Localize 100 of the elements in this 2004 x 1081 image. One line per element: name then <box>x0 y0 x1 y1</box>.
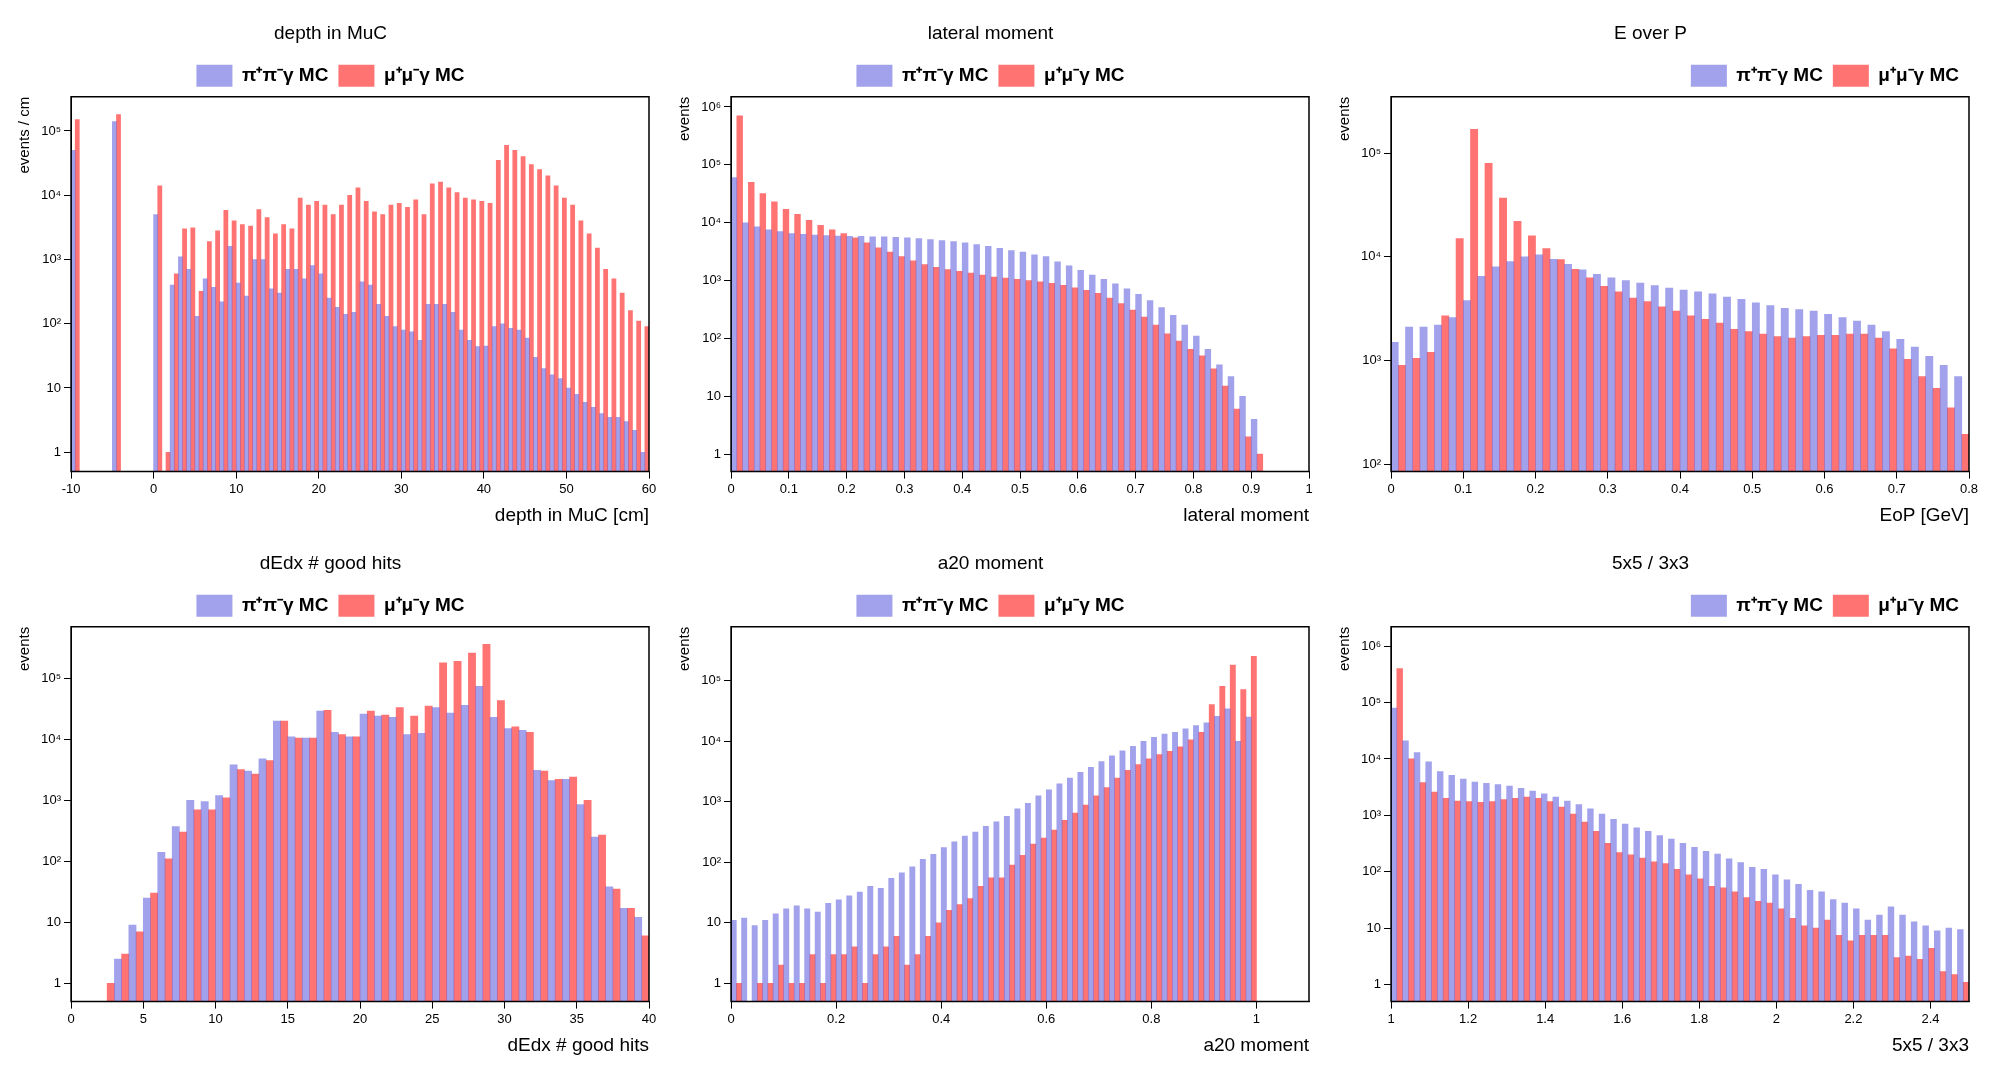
y-axis-title: events <box>675 626 693 671</box>
x-tick-label: 0 <box>67 1010 75 1026</box>
x-tick-label: 0.6 <box>1037 1010 1056 1026</box>
y-tick-label: 10⁵ <box>701 672 722 688</box>
legend-label: π⁺π⁻γ MC <box>901 594 989 616</box>
chart-title: 5x5 / 3x3 <box>1611 551 1690 573</box>
y-tick-label: 1 <box>53 443 62 459</box>
legend-label: μ⁺μ⁻γ MC <box>1043 64 1125 86</box>
x-tick-label: 0.7 <box>1887 480 1906 496</box>
x-tick-label: 0.4 <box>932 1010 951 1026</box>
x-tick-label: 5 <box>139 1010 147 1026</box>
x-tick-label: 0 <box>727 1010 735 1026</box>
chart-title: lateral moment <box>927 21 1055 43</box>
y-tick-label: 10 <box>706 387 722 403</box>
y-tick-label: 10 <box>46 913 62 929</box>
x-tick-label: 1.4 <box>1536 1010 1555 1026</box>
y-tick-label: 10³ <box>42 791 62 807</box>
x-tick-label: 0.6 <box>1068 480 1087 496</box>
y-tick-label: 10³ <box>702 272 722 288</box>
x-tick-label: -10 <box>61 480 81 496</box>
y-tick-label: 10² <box>702 853 722 869</box>
x-tick-label: 0.3 <box>895 480 914 496</box>
y-tick-label: 10⁴ <box>41 186 62 202</box>
y-tick-label: 10³ <box>42 251 62 267</box>
x-tick-label: 1.2 <box>1459 1010 1478 1026</box>
x-tick-label: 35 <box>569 1010 584 1026</box>
y-tick-label: 10⁵ <box>41 669 62 685</box>
x-tick-label: 0.8 <box>1959 480 1979 496</box>
x-tick-label: 25 <box>425 1010 440 1026</box>
x-tick-label: 0.2 <box>1526 480 1545 496</box>
x-axis-title: lateral moment <box>1183 503 1310 525</box>
y-tick-label: 10⁴ <box>701 732 722 748</box>
x-tick-label: 1 <box>1305 480 1313 496</box>
x-tick-label: 0.5 <box>1743 480 1762 496</box>
y-tick-label: 10² <box>1362 863 1382 879</box>
x-tick-label: 0.1 <box>1454 480 1473 496</box>
y-axis-title: events <box>1335 96 1353 141</box>
y-tick-label: 10⁵ <box>41 122 62 138</box>
y-tick-label: 10³ <box>1362 806 1382 822</box>
x-tick-label: 50 <box>559 480 574 496</box>
x-tick-label: 0.4 <box>953 480 972 496</box>
x-tick-label: 0.8 <box>1184 480 1203 496</box>
legend-label: μ⁺μ⁻γ MC <box>383 64 465 86</box>
x-axis-title: EoP [GeV] <box>1879 503 1969 525</box>
x-tick-label: 2.2 <box>1844 1010 1863 1026</box>
y-tick-label: 10⁵ <box>1361 144 1382 160</box>
x-tick-label: 0.6 <box>1815 480 1834 496</box>
x-tick-label: 1 <box>1252 1010 1261 1026</box>
x-tick-label: 0 <box>1387 480 1395 496</box>
legend-label: π⁺π⁻γ MC <box>241 64 329 86</box>
x-tick-label: 0.9 <box>1242 480 1261 496</box>
x-tick-label: 0 <box>149 480 158 496</box>
y-tick-label: 10² <box>42 852 62 868</box>
x-tick-label: 40 <box>641 1010 657 1026</box>
y-axis-title: events <box>675 96 693 141</box>
y-tick-label: 1 <box>713 974 722 990</box>
y-tick-label: 10⁴ <box>701 214 722 230</box>
y-tick-label: 10⁶ <box>1361 637 1382 653</box>
x-axis-title: depth in MuC [cm] <box>494 503 649 525</box>
y-tick-label: 10⁴ <box>1361 750 1382 766</box>
y-tick-label: 10 <box>1366 919 1382 935</box>
x-tick-label: 1 <box>1387 1010 1395 1026</box>
x-tick-label: 20 <box>311 480 326 496</box>
x-tick-label: 0.4 <box>1670 480 1690 496</box>
x-tick-label: 30 <box>497 1010 512 1026</box>
legend-label: π⁺π⁻γ MC <box>1736 594 1824 616</box>
y-tick-label: 10⁵ <box>1361 694 1382 710</box>
y-tick-label: 1 <box>713 445 722 461</box>
x-tick-label: 60 <box>641 480 657 496</box>
x-tick-label: 0.3 <box>1598 480 1617 496</box>
y-tick-label: 1 <box>53 974 62 990</box>
x-axis-title: 5x5 / 3x3 <box>1891 1033 1969 1055</box>
chart-title: E over P <box>1614 21 1687 43</box>
x-tick-label: 2.4 <box>1921 1010 1940 1026</box>
legend-label: π⁺π⁻γ MC <box>901 64 989 86</box>
y-tick-label: 10² <box>1362 455 1382 471</box>
y-tick-label: 10⁴ <box>1361 248 1382 264</box>
y-tick-label: 10² <box>42 315 62 331</box>
y-axis-title: events <box>1335 626 1353 671</box>
legend-label: π⁺π⁻γ MC <box>241 594 329 616</box>
x-axis-title: a20 moment <box>1203 1033 1310 1055</box>
y-tick-label: 10³ <box>702 793 722 809</box>
x-tick-label: 1.6 <box>1613 1010 1632 1026</box>
x-tick-label: 0.1 <box>779 480 798 496</box>
y-axis-title: events <box>15 626 33 671</box>
x-tick-label: 2 <box>1772 1010 1780 1026</box>
y-tick-label: 10 <box>46 379 62 395</box>
legend-label: μ⁺μ⁻γ MC <box>383 594 465 616</box>
y-tick-label: 10⁴ <box>41 730 62 746</box>
x-tick-label: 15 <box>280 1010 296 1026</box>
x-tick-label: 0 <box>727 480 735 496</box>
legend-label: μ⁺μ⁻γ MC <box>1043 594 1125 616</box>
y-tick-label: 10⁵ <box>701 156 722 172</box>
x-tick-label: 40 <box>476 480 492 496</box>
y-tick-label: 10⁶ <box>701 98 722 114</box>
chart-title: dEdx # good hits <box>259 551 402 573</box>
legend-label: μ⁺μ⁻γ MC <box>1878 594 1960 616</box>
x-tick-label: 0.7 <box>1126 480 1145 496</box>
x-tick-label: 20 <box>352 1010 368 1026</box>
chart-title: depth in MuC <box>273 21 388 43</box>
